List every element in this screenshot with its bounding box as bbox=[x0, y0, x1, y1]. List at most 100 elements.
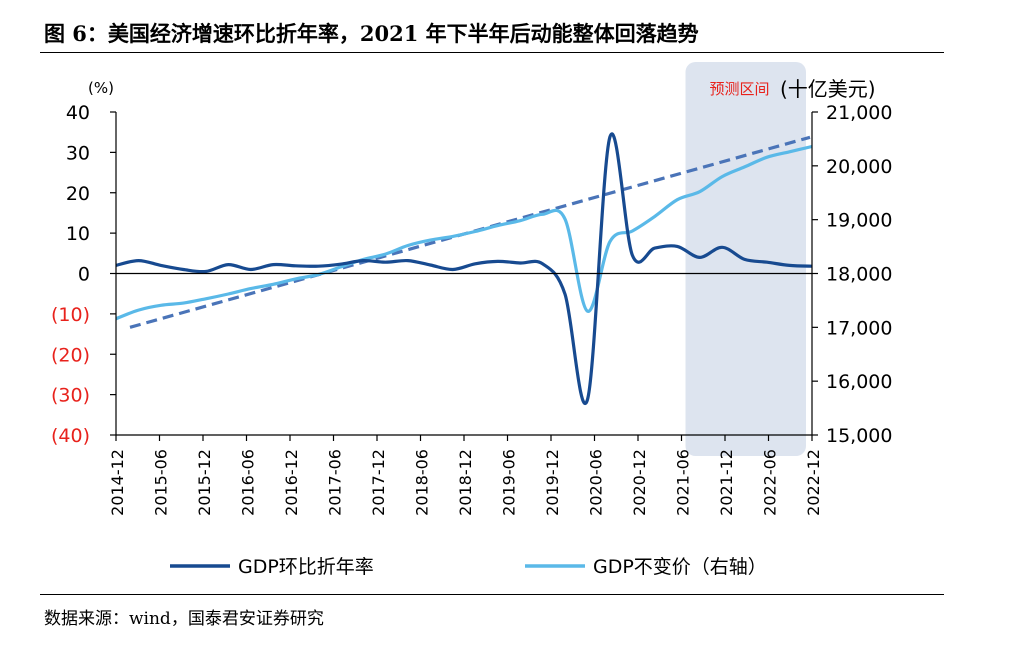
point-gdp-growth bbox=[316, 264, 320, 268]
point-gdp-real bbox=[383, 252, 387, 256]
point-gdp-real bbox=[788, 150, 792, 154]
legend: GDP环比折年率 GDP不变价（右轴） bbox=[170, 556, 767, 578]
x-tick-label: 2021-06 bbox=[674, 449, 693, 516]
right-tick-label: 20,000 bbox=[826, 156, 892, 178]
point-gdp-growth bbox=[249, 267, 253, 271]
point-gdp-growth bbox=[181, 267, 185, 271]
point-gdp-real bbox=[249, 287, 253, 291]
point-gdp-growth bbox=[541, 262, 545, 266]
x-tick-label: 2017-06 bbox=[326, 449, 345, 516]
x-tick-label: 2020-06 bbox=[587, 449, 606, 516]
x-tick-label: 2021-12 bbox=[717, 449, 736, 516]
x-tick-label: 2016-06 bbox=[239, 449, 258, 516]
x-tick-label: 2019-12 bbox=[543, 449, 562, 516]
left-tick-label: (30) bbox=[51, 385, 90, 407]
right-tick-label: 17,000 bbox=[826, 317, 892, 339]
left-axis-unit: (%) bbox=[88, 79, 114, 97]
point-gdp-real bbox=[159, 303, 163, 307]
left-tick-label: 40 bbox=[66, 102, 90, 124]
point-gdp-real bbox=[765, 155, 769, 159]
x-tick-label: 2016-12 bbox=[282, 449, 301, 516]
point-gdp-growth bbox=[226, 263, 230, 267]
source-note: 数据来源：wind，国泰君安证券研究 bbox=[44, 609, 324, 629]
x-tick-label: 2020-12 bbox=[630, 449, 649, 516]
x-tick-label: 2015-12 bbox=[195, 449, 214, 516]
point-gdp-real bbox=[271, 282, 275, 286]
point-gdp-real bbox=[653, 214, 657, 218]
right-tick-label: 19,000 bbox=[826, 210, 892, 232]
left-tick-label: 20 bbox=[66, 183, 90, 205]
point-gdp-real bbox=[743, 165, 747, 169]
series-gdp-real bbox=[115, 144, 813, 321]
point-gdp-real bbox=[181, 301, 185, 305]
left-tick-label: (10) bbox=[51, 304, 90, 326]
point-gdp-real bbox=[226, 292, 230, 296]
series-gdp-growth bbox=[115, 132, 813, 405]
source-rule bbox=[40, 594, 944, 595]
right-axis-unit: (十亿美元) bbox=[780, 77, 876, 101]
point-gdp-real bbox=[675, 198, 679, 202]
left-tick-label: (40) bbox=[51, 425, 90, 447]
point-gdp-real bbox=[496, 224, 500, 228]
point-gdp-growth bbox=[136, 259, 140, 263]
point-gdp-growth bbox=[653, 246, 657, 250]
point-gdp-real bbox=[608, 240, 612, 244]
point-gdp-growth bbox=[720, 245, 724, 249]
point-gdp-real bbox=[136, 308, 140, 312]
point-gdp-growth bbox=[630, 253, 634, 257]
x-tick-label: 2018-12 bbox=[456, 449, 475, 516]
chart: 预测区间 40 30 20 10 0 (10) (20) (30) (40) 21,000 20,0… bbox=[51, 62, 892, 578]
point-gdp-real bbox=[428, 238, 432, 242]
point-gdp-growth bbox=[428, 263, 432, 267]
point-gdp-growth bbox=[585, 397, 589, 401]
point-gdp-real bbox=[406, 244, 410, 248]
figure-title: 图 6：美国经济增速环比折年率，2021 年下半年后动能整体回落趋势 bbox=[44, 21, 699, 46]
point-gdp-growth bbox=[608, 135, 612, 139]
point-gdp-growth bbox=[383, 260, 387, 264]
point-gdp-real bbox=[294, 277, 298, 281]
point-gdp-real bbox=[585, 309, 589, 313]
point-gdp-growth bbox=[451, 267, 455, 271]
right-tick-label: 18,000 bbox=[826, 264, 892, 286]
left-tick-label: 0 bbox=[78, 264, 90, 286]
left-tick-label: 30 bbox=[66, 142, 90, 164]
x-tick-label: 2019-06 bbox=[500, 449, 519, 516]
point-gdp-growth bbox=[204, 269, 208, 273]
point-gdp-real bbox=[698, 190, 702, 194]
point-gdp-real bbox=[541, 212, 545, 216]
right-tick-label: 15,000 bbox=[826, 425, 892, 447]
point-gdp-growth bbox=[698, 255, 702, 259]
right-tick-label: 21,000 bbox=[826, 102, 892, 124]
point-gdp-real bbox=[563, 217, 567, 221]
point-gdp-real bbox=[720, 175, 724, 179]
point-gdp-growth bbox=[271, 263, 275, 267]
point-gdp-growth bbox=[406, 259, 410, 263]
point-gdp-growth bbox=[788, 263, 792, 267]
point-gdp-growth bbox=[473, 262, 477, 266]
legend-label-gdp-growth: GDP环比折年率 bbox=[238, 556, 374, 578]
point-gdp-real bbox=[518, 219, 522, 223]
point-gdp-real bbox=[451, 234, 455, 238]
legend-label-gdp-real: GDP不变价（右轴） bbox=[593, 556, 767, 578]
trend-line bbox=[129, 135, 811, 329]
x-tick-label: 2017-12 bbox=[369, 449, 388, 516]
point-gdp-growth bbox=[159, 263, 163, 267]
x-tick-label: 2015-06 bbox=[152, 449, 171, 516]
point-gdp-growth bbox=[563, 292, 567, 296]
point-gdp-real bbox=[630, 229, 634, 233]
point-gdp-growth bbox=[496, 259, 500, 263]
x-tick-label: 2018-06 bbox=[413, 449, 432, 516]
left-tick-label: (20) bbox=[51, 344, 90, 366]
forecast-label: 预测区间 bbox=[710, 80, 770, 98]
point-gdp-growth bbox=[743, 257, 747, 261]
x-tick-label: 2022-12 bbox=[804, 449, 823, 516]
point-gdp-real bbox=[473, 230, 477, 234]
point-gdp-real bbox=[361, 258, 365, 262]
point-gdp-growth bbox=[765, 260, 769, 264]
point-gdp-growth bbox=[675, 244, 679, 248]
x-tick-label: 2022-06 bbox=[761, 449, 780, 516]
right-tick-label: 16,000 bbox=[826, 371, 892, 393]
left-tick-label: 10 bbox=[66, 223, 90, 245]
title-rule bbox=[40, 52, 944, 53]
point-gdp-growth bbox=[294, 264, 298, 268]
